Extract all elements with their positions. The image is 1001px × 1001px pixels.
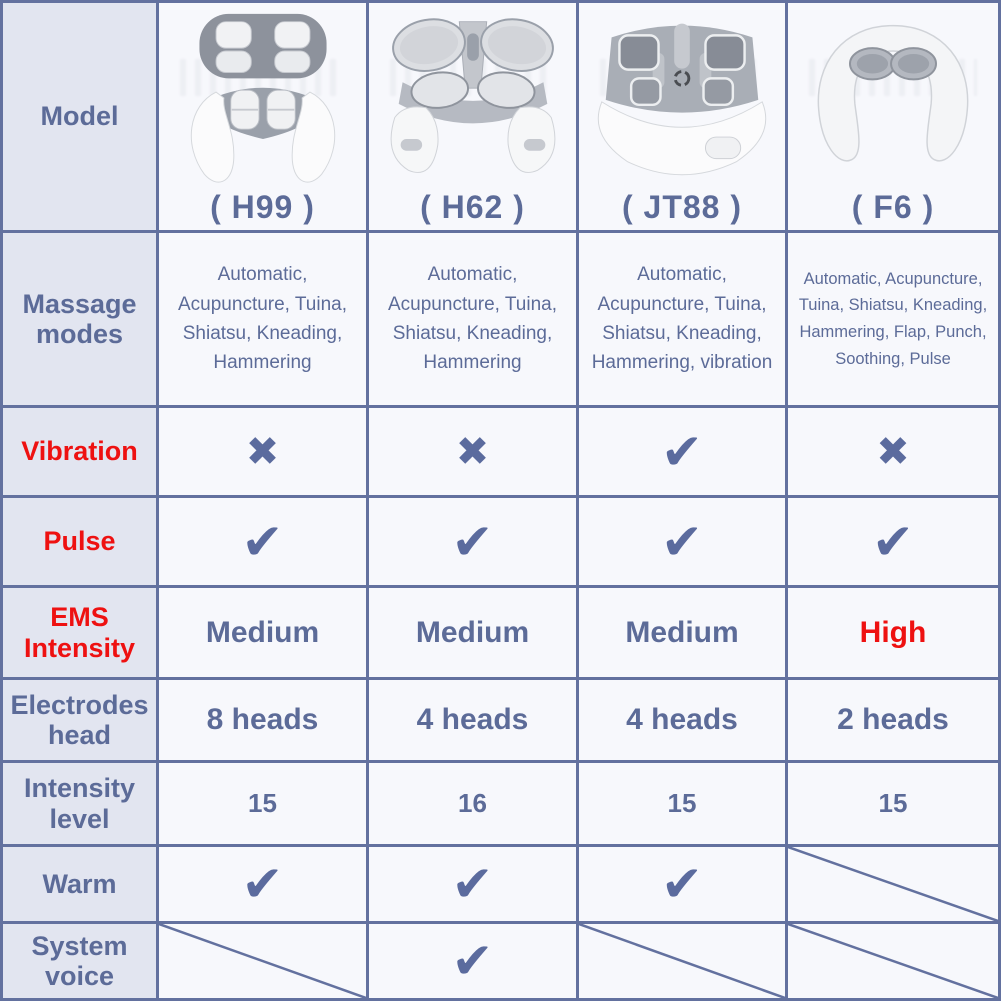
pulse-cell-f6: ✔: [788, 498, 998, 585]
cross-icon: ✖: [245, 428, 280, 475]
check-icon: ✔: [451, 932, 494, 990]
modes-cell-h62: Automatic, Acupuncture, Tuina, Shiatsu, …: [369, 233, 576, 405]
voice-cell-h62: ✔: [369, 924, 576, 998]
check-icon: ✔: [241, 855, 284, 913]
product-cell-jt88: ( JT88 ): [579, 3, 785, 230]
not-applicable-diagonal: [159, 924, 366, 998]
intensity-value: 15: [667, 788, 697, 818]
product-image-jt88: [579, 3, 785, 190]
electrodes-cell-f6: 2 heads: [788, 680, 998, 760]
row-label-warm-text: Warm: [42, 868, 117, 899]
voice-cell-f6: [788, 924, 998, 998]
row-label-vibration: Vibration: [3, 408, 156, 495]
electrodes-value: 8 heads: [206, 703, 319, 736]
row-label-electrodes-head-text: Electrodes head: [10, 689, 149, 750]
intensity-value: 15: [878, 788, 908, 818]
product-cell-h62: ( H62 ): [369, 3, 576, 230]
ems-value: Medium: [625, 615, 739, 649]
product-image-h62: [369, 3, 576, 190]
modes-text: Automatic, Acupuncture, Tuina, Shiatsu, …: [591, 264, 773, 374]
product-cell-f6: ( F6 ): [788, 3, 998, 230]
product-model-name: ( H99 ): [210, 188, 315, 225]
product-image-h99: [159, 3, 366, 190]
electrodes-cell-h99: 8 heads: [159, 680, 366, 760]
check-icon: ✔: [872, 512, 914, 571]
vibration-cell-h62: ✖: [369, 408, 576, 495]
electrodes-value: 2 heads: [837, 703, 949, 736]
not-applicable-diagonal: [788, 924, 998, 998]
row-label-intensity-level-text: Intensity level: [23, 773, 136, 834]
pulse-cell-h99: ✔: [159, 498, 366, 585]
row-label-pulse-text: Pulse: [43, 526, 116, 557]
modes-text: Automatic, Acupuncture, Tuina, Shiatsu, …: [798, 269, 988, 368]
vibration-cell-h99: ✖: [159, 408, 366, 495]
product-model-name: ( F6 ): [851, 188, 935, 225]
ems-cell-jt88: Medium: [579, 588, 785, 677]
modes-cell-h99: Automatic, Acupuncture, Tuina, Shiatsu, …: [159, 233, 366, 405]
pulse-cell-jt88: ✔: [579, 498, 785, 585]
row-label-intensity-level: Intensity level: [3, 763, 156, 844]
intensity-cell-h99: 15: [159, 763, 366, 844]
row-label-warm: Warm: [3, 847, 156, 921]
modes-text: Automatic, Acupuncture, Tuina, Shiatsu, …: [178, 264, 347, 374]
check-icon: ✔: [241, 512, 284, 571]
modes-text: Automatic, Acupuncture, Tuina, Shiatsu, …: [388, 264, 557, 374]
product-model-name: ( JT88 ): [621, 188, 743, 225]
ems-value: Medium: [415, 615, 530, 649]
product-model-name: ( H62 ): [420, 188, 525, 225]
check-icon: ✔: [451, 512, 494, 571]
product-image-f6: [788, 3, 998, 190]
modes-cell-f6: Automatic, Acupuncture, Tuina, Shiatsu, …: [788, 233, 998, 405]
ems-cell-f6: High: [788, 588, 998, 677]
vibration-cell-f6: ✖: [788, 408, 998, 495]
row-label-ems-intensity: EMS Intensity: [3, 588, 156, 677]
warm-cell-f6: [788, 847, 998, 921]
electrodes-cell-jt88: 4 heads: [579, 680, 785, 760]
warm-cell-jt88: ✔: [579, 847, 785, 921]
check-icon: ✔: [451, 855, 494, 913]
row-label-model: Model: [3, 3, 156, 230]
product-cell-h99: ( H99 ): [159, 3, 366, 230]
check-icon: ✔: [661, 512, 703, 571]
neck-massager-h62-illustration: [390, 18, 555, 174]
ems-cell-h99: Medium: [159, 588, 366, 677]
vibration-cell-jt88: ✔: [579, 408, 785, 495]
intensity-cell-h62: 16: [369, 763, 576, 844]
neck-massager-h99-illustration: [190, 14, 335, 183]
cross-icon: ✖: [455, 428, 490, 475]
ems-value: Medium: [205, 615, 320, 649]
ems-value-high: High: [859, 615, 927, 649]
row-label-massage-modes-text: Massage modes: [22, 288, 137, 349]
row-label-vibration-text: Vibration: [21, 436, 138, 467]
check-icon: ✔: [661, 855, 703, 913]
not-applicable-diagonal: [788, 847, 998, 921]
electrodes-value: 4 heads: [416, 703, 529, 736]
not-applicable-diagonal: [579, 924, 785, 998]
modes-cell-jt88: Automatic, Acupuncture, Tuina, Shiatsu, …: [579, 233, 785, 405]
row-label-system-voice: System voice: [3, 924, 156, 998]
cross-icon: ✖: [876, 428, 910, 475]
intensity-value: 15: [248, 788, 277, 818]
neck-massager-f6-illustration: [817, 25, 969, 162]
row-label-ems-intensity-text: EMS Intensity: [23, 602, 136, 663]
row-label-massage-modes: Massage modes: [3, 233, 156, 405]
voice-cell-jt88: [579, 924, 785, 998]
warm-cell-h99: ✔: [159, 847, 366, 921]
ems-cell-h62: Medium: [369, 588, 576, 677]
electrodes-cell-h62: 4 heads: [369, 680, 576, 760]
voice-cell-h99: [159, 924, 366, 998]
pulse-cell-h62: ✔: [369, 498, 576, 585]
electrodes-value: 4 heads: [626, 703, 738, 736]
check-icon: ✔: [661, 422, 703, 481]
row-label-system-voice-text: System voice: [31, 930, 128, 991]
intensity-cell-f6: 15: [788, 763, 998, 844]
warm-cell-h62: ✔: [369, 847, 576, 921]
row-label-electrodes-head: Electrodes head: [3, 680, 156, 760]
intensity-cell-jt88: 15: [579, 763, 785, 844]
row-label-model-text: Model: [40, 101, 119, 132]
neck-massager-jt88-illustration: [597, 24, 767, 176]
intensity-value: 16: [458, 788, 487, 818]
row-label-pulse: Pulse: [3, 498, 156, 585]
